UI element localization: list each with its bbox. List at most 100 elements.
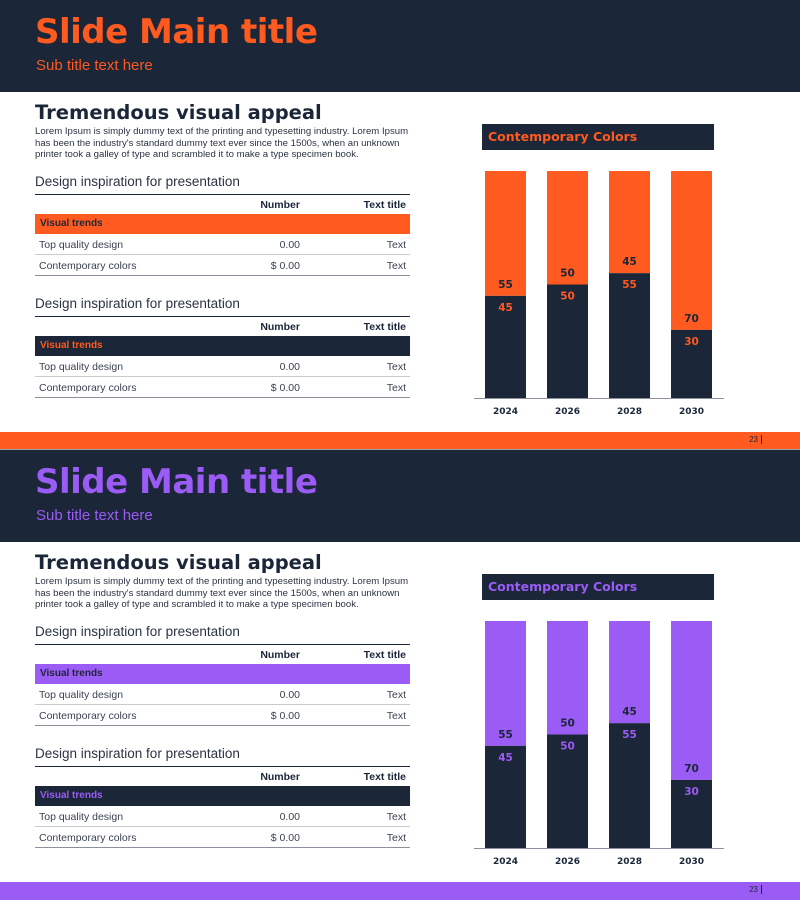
- row-label: Top quality design: [39, 361, 124, 373]
- data-label-bottom: 45: [498, 302, 513, 314]
- page-number: 23: [749, 885, 762, 894]
- table-heading: Design inspiration for presentation: [35, 746, 240, 761]
- x-tick-label: 2030: [679, 857, 704, 867]
- stacked-bar-chart: 55 45 2024 50 50 2026 45 55 2028 70 30 2030: [474, 621, 724, 867]
- chart-title: Contemporary Colors: [488, 579, 638, 594]
- data-table: Number Text title Visual trends Top qual…: [35, 766, 410, 848]
- table-band-row: Visual trends: [35, 786, 410, 806]
- row-text: Text: [386, 710, 406, 722]
- data-label-bottom: 30: [684, 336, 699, 348]
- data-label-top: 50: [560, 718, 575, 730]
- bar-segment-top: [485, 621, 526, 746]
- band-label: Visual trends: [40, 668, 103, 679]
- data-label-top: 55: [498, 729, 513, 741]
- band-label: Visual trends: [40, 790, 103, 801]
- row-number: 0.00: [279, 689, 300, 701]
- slide-1: Slide Main title Sub title text here Tre…: [0, 0, 800, 450]
- row-number: 0.00: [279, 361, 300, 373]
- chart-title: Contemporary Colors: [488, 129, 638, 144]
- slide-main-title: Slide Main title: [35, 12, 318, 52]
- bar-segment-bottom: [485, 295, 526, 398]
- chart-title-bar: Contemporary Colors: [482, 124, 714, 150]
- table-row: Top quality design 0.00 Text: [35, 684, 410, 705]
- table-header-row: Number Text title: [35, 644, 410, 664]
- bar-segment-bottom: [609, 723, 650, 848]
- slide-subtitle: Sub title text here: [36, 57, 153, 74]
- content-title: Tremendous visual appeal: [35, 101, 322, 124]
- table-row: Top quality design 0.00 Text: [35, 234, 410, 255]
- content-title: Tremendous visual appeal: [35, 551, 322, 574]
- bar-segment-top: [609, 621, 650, 724]
- column-header-text-title: Text title: [363, 649, 406, 661]
- data-label-bottom: 55: [622, 279, 637, 291]
- table-header-row: Number Text title: [35, 766, 410, 786]
- data-label-bottom: 50: [560, 291, 575, 303]
- column-header-text-title: Text title: [363, 199, 406, 211]
- table-heading: Design inspiration for presentation: [35, 174, 240, 189]
- slide-header: Slide Main title Sub title text here: [0, 450, 800, 542]
- footer-accent-bar: [0, 882, 800, 900]
- data-label-bottom: 50: [560, 741, 575, 753]
- band-label: Visual trends: [40, 340, 103, 351]
- data-label-top: 70: [684, 763, 699, 775]
- bar-segment-bottom: [547, 284, 588, 398]
- x-tick-label: 2028: [617, 407, 642, 417]
- row-text: Text: [386, 239, 406, 251]
- data-label-bottom: 55: [622, 729, 637, 741]
- bar-segment-bottom: [485, 745, 526, 848]
- table-band-row: Visual trends: [35, 214, 410, 234]
- row-text: Text: [386, 260, 406, 272]
- table-row: Contemporary colors $ 0.00 Text: [35, 255, 410, 276]
- row-number: $ 0.00: [270, 832, 300, 844]
- data-label-bottom: 45: [498, 752, 513, 764]
- row-label: Contemporary colors: [39, 382, 137, 394]
- table-row: Contemporary colors $ 0.00 Text: [35, 377, 410, 398]
- bar-segment-bottom: [671, 779, 712, 848]
- bar-segment-top: [671, 171, 712, 330]
- data-table: Number Text title Visual trends Top qual…: [35, 194, 410, 276]
- page-number: 23: [749, 435, 762, 444]
- column-header-number: Number: [260, 321, 300, 333]
- column-header-number: Number: [260, 199, 300, 211]
- data-table: Number Text title Visual trends Top qual…: [35, 316, 410, 398]
- row-number: $ 0.00: [270, 382, 300, 394]
- column-header-text-title: Text title: [363, 771, 406, 783]
- table-band-row: Visual trends: [35, 336, 410, 356]
- chart-title-bar: Contemporary Colors: [482, 574, 714, 600]
- footer-accent-bar: [0, 432, 800, 450]
- column-header-text-title: Text title: [363, 321, 406, 333]
- x-tick-label: 2028: [617, 857, 642, 867]
- slide-subtitle: Sub title text here: [36, 507, 153, 524]
- row-text: Text: [386, 832, 406, 844]
- x-tick-label: 2030: [679, 407, 704, 417]
- bar-segment-bottom: [547, 734, 588, 848]
- table-row: Contemporary colors $ 0.00 Text: [35, 705, 410, 726]
- table-heading: Design inspiration for presentation: [35, 624, 240, 639]
- row-text: Text: [386, 811, 406, 823]
- data-table: Number Text title Visual trends Top qual…: [35, 644, 410, 726]
- data-label-top: 45: [622, 256, 637, 268]
- bar-segment-top: [547, 171, 588, 285]
- data-label-top: 55: [498, 279, 513, 291]
- bar-segment-bottom: [671, 329, 712, 398]
- column-header-number: Number: [260, 771, 300, 783]
- row-text: Text: [386, 689, 406, 701]
- bar-segment-top: [609, 171, 650, 274]
- data-label-top: 70: [684, 313, 699, 325]
- bar-segment-top: [547, 621, 588, 735]
- column-header-number: Number: [260, 649, 300, 661]
- data-label-top: 50: [560, 268, 575, 280]
- slide-header: Slide Main title Sub title text here: [0, 0, 800, 92]
- x-tick-label: 2024: [493, 857, 518, 867]
- stacked-bar-chart: 55 45 2024 50 50 2026 45 55 2028 70 30 2030: [474, 171, 724, 417]
- table-band-row: Visual trends: [35, 664, 410, 684]
- slide-divider: [0, 449, 800, 450]
- x-tick-label: 2026: [555, 407, 580, 417]
- x-tick-label: 2024: [493, 407, 518, 417]
- row-label: Contemporary colors: [39, 710, 137, 722]
- row-number: $ 0.00: [270, 710, 300, 722]
- body-text: Lorem Ipsum is simply dummy text of the …: [35, 576, 409, 610]
- bar-segment-bottom: [609, 273, 650, 398]
- x-tick-label: 2026: [555, 857, 580, 867]
- table-row: Top quality design 0.00 Text: [35, 806, 410, 827]
